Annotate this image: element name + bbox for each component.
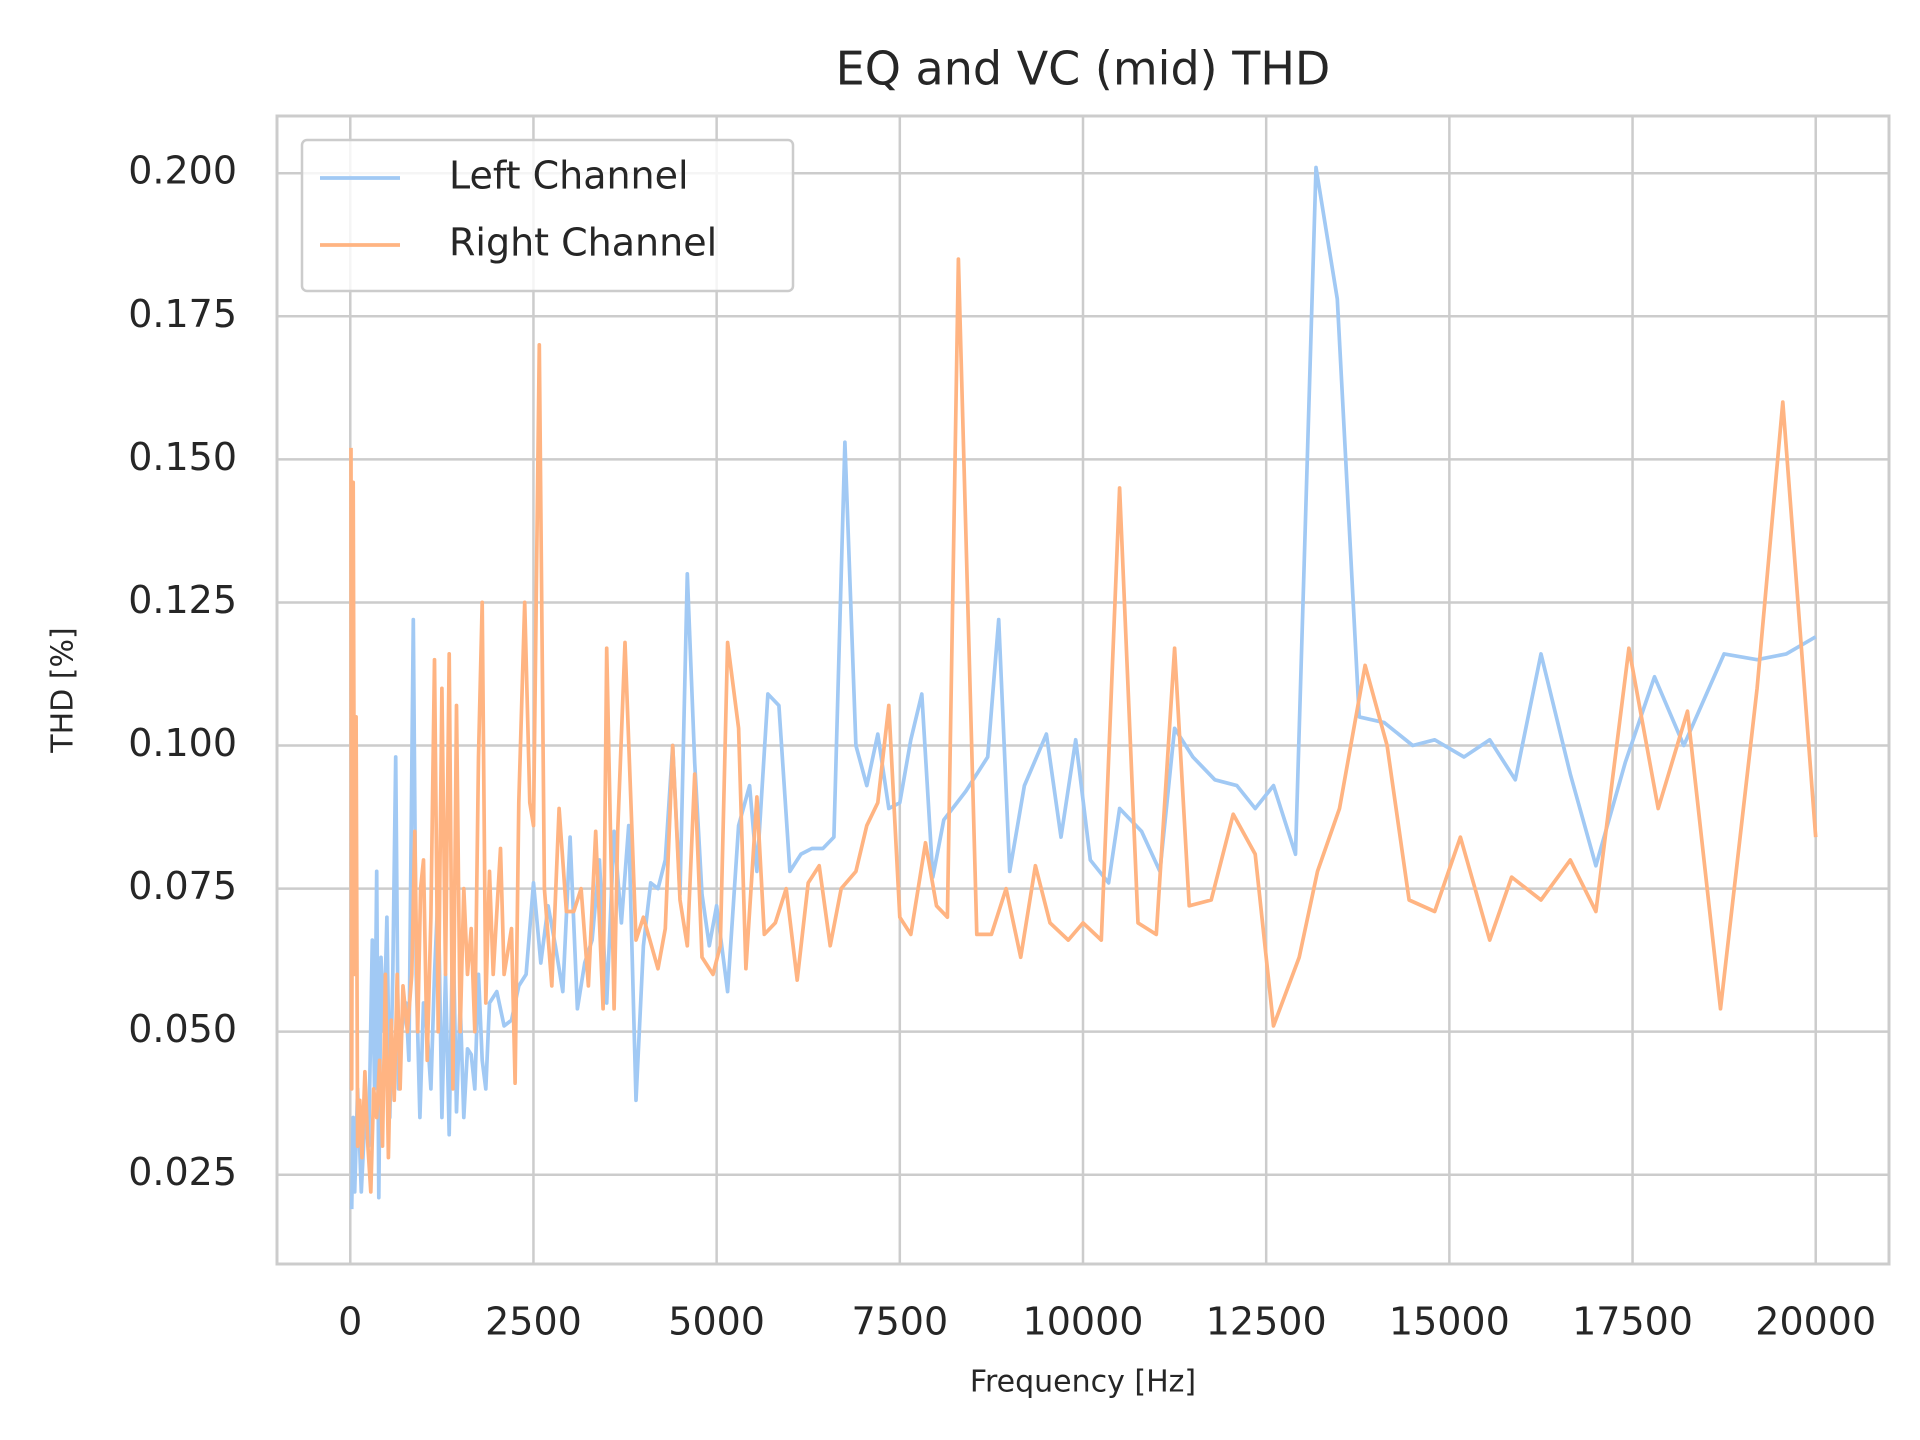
y-tick-label: 0.050: [128, 1007, 237, 1051]
legend-label: Left Channel: [449, 154, 689, 198]
chart-title: EQ and VC (mid) THD: [836, 42, 1331, 96]
x-tick-label: 10000: [1023, 1300, 1144, 1344]
x-axis-label: Frequency [Hz]: [970, 1365, 1196, 1400]
x-tick-label: 2500: [485, 1300, 582, 1344]
legend-box: [300, 138, 795, 293]
legend-label: Right Channel: [449, 221, 717, 265]
x-tick-label: 15000: [1389, 1300, 1510, 1344]
y-tick-label: 0.125: [128, 578, 237, 622]
x-tick-label: 5000: [668, 1300, 765, 1344]
x-tick-label: 0: [338, 1300, 362, 1344]
x-tick-label: 7500: [851, 1300, 948, 1344]
y-tick-label: 0.075: [128, 864, 237, 908]
x-tick-label: 20000: [1755, 1300, 1876, 1344]
y-axis-label: THD [%]: [46, 627, 81, 753]
y-tick-label: 0.100: [128, 721, 237, 765]
line-series: [349, 257, 1818, 1194]
x-tick-label: 17500: [1572, 1300, 1693, 1344]
y-tick-label: 0.150: [128, 435, 237, 479]
y-tick-label: 0.175: [128, 292, 237, 336]
plot-frame: [275, 114, 1891, 1266]
y-tick-label: 0.200: [128, 149, 237, 193]
y-tick-label: 0.025: [128, 1150, 237, 1194]
x-tick-label: 12500: [1206, 1300, 1327, 1344]
